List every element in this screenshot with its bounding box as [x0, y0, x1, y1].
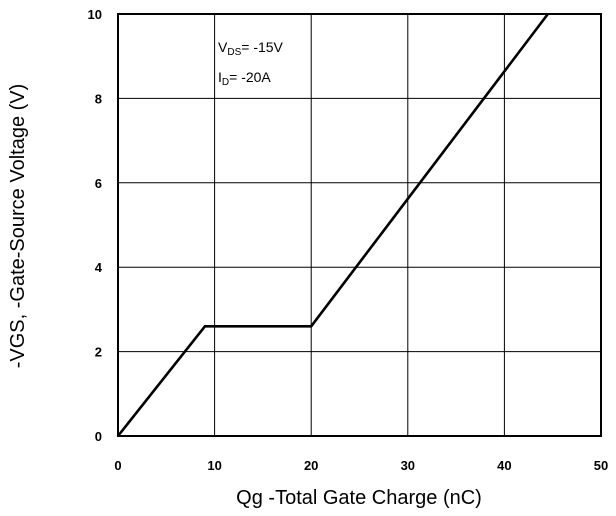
annotation-vds-sub: DS	[227, 47, 241, 58]
y-tick-labels: 0 2 4 6 8 10	[88, 7, 103, 444]
series-layer	[116, 13, 549, 437]
x-axis-label: Qg -Total Gate Charge (nC)	[236, 487, 482, 509]
x-tick-label: 40	[497, 458, 511, 473]
y-tick-label: 6	[95, 176, 102, 191]
annotation-vds: VDS= -15V	[218, 39, 284, 58]
y-tick-label: 8	[95, 91, 102, 106]
plot-frame	[117, 13, 602, 437]
y-axis-label: -VGS, -Gate-Source Voltage (V)	[7, 84, 29, 369]
annotation-vds-rest: = -15V	[241, 39, 283, 55]
series-line	[116, 13, 549, 437]
y-tick-label: 10	[88, 7, 102, 22]
x-tick-labels: 0 10 20 30 40 50	[114, 458, 608, 473]
annotation-id: ID= -20A	[218, 69, 271, 88]
y-tick-label: 4	[95, 260, 103, 275]
annotation-id-main: I	[218, 69, 222, 85]
annotation-vds-main: V	[218, 39, 228, 55]
annotation-id-rest: = -20A	[229, 69, 271, 85]
x-tick-label: 50	[594, 458, 608, 473]
y-tick-label: 2	[95, 345, 102, 360]
y-tick-label: 0	[95, 429, 102, 444]
x-tick-label: 10	[207, 458, 221, 473]
x-tick-label: 30	[401, 458, 415, 473]
grid-lines	[118, 14, 601, 436]
x-tick-label: 20	[304, 458, 318, 473]
x-tick-label: 0	[114, 458, 121, 473]
annotation-id-sub: D	[222, 77, 229, 88]
